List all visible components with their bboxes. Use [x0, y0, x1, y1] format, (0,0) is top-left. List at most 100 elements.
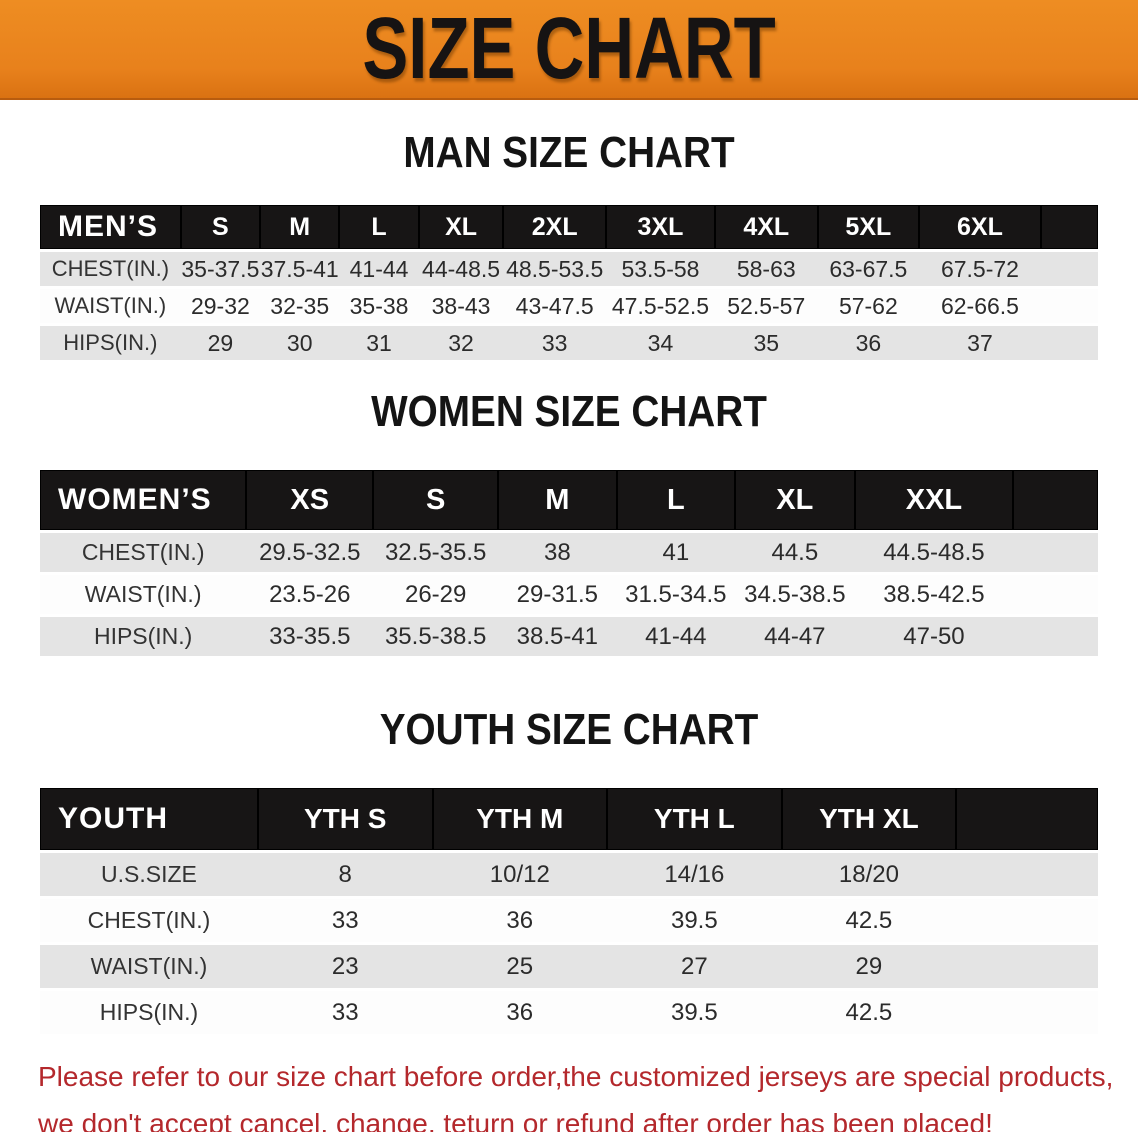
table-row: WAIST(IN.) 23 25 27 29 — [40, 945, 1098, 988]
table-row: HIPS(IN.) 33 36 39.5 42.5 — [40, 991, 1098, 1034]
size-value: 67.5-72 — [919, 252, 1041, 286]
size-value: 33 — [503, 326, 606, 360]
size-value: 30 — [260, 326, 340, 360]
size-value: 23 — [257, 945, 433, 988]
row-label: CHEST(IN.) — [40, 533, 247, 572]
column-header: 6XL — [919, 205, 1041, 249]
row-label: CHEST(IN.) — [40, 252, 181, 286]
size-value-pad — [1013, 575, 1098, 614]
size-table-men: MEN’S S M L XL 2XL 3XL 4XL 5XL 6XL CHEST(IN.) 35-37… — [40, 202, 1098, 363]
row-label: HIPS(IN.) — [40, 991, 258, 1034]
disclaimer-line-2: we don't accept cancel, change, teturn o… — [38, 1108, 993, 1132]
size-value: 37 — [919, 326, 1041, 360]
column-header: L — [339, 205, 419, 249]
size-value: 31.5-34.5 — [616, 575, 736, 614]
size-value: 32-35 — [260, 289, 340, 323]
column-header: 3XL — [605, 205, 715, 249]
column-header-pad — [956, 788, 1098, 850]
column-header: S — [180, 205, 261, 249]
column-header: YTH L — [607, 788, 782, 850]
size-value: 36 — [817, 326, 920, 360]
size-value: 32.5-35.5 — [373, 533, 499, 572]
size-value: 35.5-38.5 — [373, 617, 499, 656]
size-value: 38-43 — [418, 289, 504, 323]
size-value: 10/12 — [432, 853, 608, 896]
column-header: 5XL — [817, 205, 920, 249]
size-value: 32 — [418, 326, 504, 360]
table-row: U.S.SIZE 8 10/12 14/16 18/20 — [40, 853, 1098, 896]
table-row: CHEST(IN.) 29.5-32.5 32.5-35.5 38 41 44.5 44.5… — [40, 533, 1098, 572]
size-value: 36 — [432, 899, 608, 942]
size-value: 38.5-41 — [498, 617, 617, 656]
size-value: 39.5 — [607, 899, 782, 942]
size-value: 35 — [714, 326, 818, 360]
disclaimer: Please refer to our size chart before or… — [38, 1053, 1138, 1132]
size-table-youth: YOUTH YTH S YTH M YTH L YTH XL U.S.SIZE 8 10/12… — [40, 785, 1098, 1037]
size-value: 18/20 — [781, 853, 957, 896]
size-value: 44-48.5 — [418, 252, 504, 286]
size-value: 35-38 — [339, 289, 419, 323]
column-header: M — [260, 205, 340, 249]
size-value: 44.5 — [735, 533, 855, 572]
size-value: 35-37.5 — [180, 252, 261, 286]
size-value: 37.5-41 — [260, 252, 340, 286]
column-header: XS — [246, 470, 374, 530]
column-header: XXL — [854, 470, 1014, 530]
size-value: 29-31.5 — [498, 575, 617, 614]
size-value-pad — [1040, 252, 1098, 286]
table-header-label: MEN’S — [40, 205, 181, 249]
size-value: 41 — [616, 533, 736, 572]
size-value: 63-67.5 — [817, 252, 920, 286]
section-title-women: WOMEN SIZE CHART — [371, 387, 767, 436]
column-header: S — [373, 470, 499, 530]
size-value: 8 — [257, 853, 433, 896]
column-header: M — [498, 470, 617, 530]
size-value: 44-47 — [735, 617, 855, 656]
column-header: YTH XL — [781, 788, 957, 850]
row-label: HIPS(IN.) — [40, 617, 247, 656]
section-title-men: MAN SIZE CHART — [403, 128, 735, 177]
size-value: 29 — [180, 326, 261, 360]
size-value: 14/16 — [607, 853, 782, 896]
size-value: 33 — [257, 991, 433, 1034]
table-row: CHEST(IN.) 35-37.5 37.5-41 41-44 44-48.5 48.5… — [40, 252, 1098, 286]
column-header: 2XL — [503, 205, 606, 249]
table-row: HIPS(IN.) 29 30 31 32 33 34 35 36 37 — [40, 326, 1098, 360]
size-value: 62-66.5 — [919, 289, 1041, 323]
size-value: 47-50 — [854, 617, 1014, 656]
column-header: L — [616, 470, 736, 530]
size-value-pad — [956, 945, 1098, 988]
column-header: YTH M — [432, 788, 608, 850]
size-value: 44.5-48.5 — [854, 533, 1014, 572]
column-header-pad — [1040, 205, 1098, 249]
column-header: 4XL — [714, 205, 818, 249]
size-value: 39.5 — [607, 991, 782, 1034]
banner-title: SIZE CHART — [362, 0, 776, 97]
size-value: 29-32 — [180, 289, 261, 323]
row-label: HIPS(IN.) — [40, 326, 181, 360]
size-value: 29 — [781, 945, 957, 988]
table-header-label: YOUTH — [40, 788, 258, 850]
size-value: 29.5-32.5 — [246, 533, 374, 572]
size-value: 38.5-42.5 — [854, 575, 1014, 614]
size-value: 42.5 — [781, 991, 957, 1034]
disclaimer-line-1: Please refer to our size chart before or… — [38, 1061, 1114, 1092]
size-value: 53.5-58 — [605, 252, 715, 286]
table-row: WAIST(IN.) 29-32 32-35 35-38 38-43 43-47.5 47.… — [40, 289, 1098, 323]
table-header-row: MEN’S S M L XL 2XL 3XL 4XL 5XL 6XL — [40, 205, 1098, 249]
size-value: 31 — [339, 326, 419, 360]
column-header-pad — [1013, 470, 1098, 530]
row-label: WAIST(IN.) — [40, 575, 247, 614]
row-label: CHEST(IN.) — [40, 899, 258, 942]
table-header-row: WOMEN’S XS S M L XL XXL — [40, 470, 1098, 530]
size-value: 58-63 — [714, 252, 818, 286]
row-label: U.S.SIZE — [40, 853, 258, 896]
size-value-pad — [1040, 326, 1098, 360]
size-value: 33 — [257, 899, 433, 942]
row-label: WAIST(IN.) — [40, 289, 181, 323]
size-value-pad — [956, 853, 1098, 896]
size-value-pad — [1013, 533, 1098, 572]
section-title-youth: YOUTH SIZE CHART — [379, 705, 759, 754]
size-value: 52.5-57 — [714, 289, 818, 323]
table-row: HIPS(IN.) 33-35.5 35.5-38.5 38.5-41 41-44 44-… — [40, 617, 1098, 656]
